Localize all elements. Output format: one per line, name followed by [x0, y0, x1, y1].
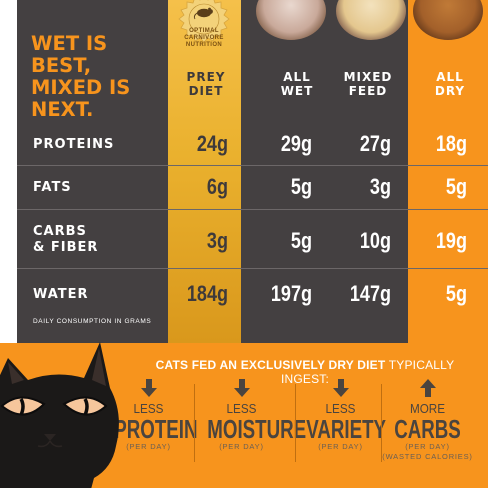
cell-water-mixed: 147g [349, 281, 391, 306]
prey-diet-column-highlight [168, 0, 241, 343]
effect-small-text: LESS [325, 401, 356, 416]
cell-carbs-dry: 19g [435, 228, 467, 253]
cell-fats-wet: 5g [290, 174, 312, 199]
arrow-down-icon [233, 379, 250, 397]
arrow-down-icon [140, 379, 157, 397]
cat-eye-icon [62, 396, 108, 416]
dry-diet-intro: CATS FED AN EXCLUSIVELY DRY DIET TYPICAL… [130, 358, 480, 386]
row-label-line: CARBS [33, 224, 87, 239]
effect-divider [381, 384, 382, 462]
column-header-line: WET [280, 84, 314, 98]
headline-line-1: WET IS [31, 32, 108, 55]
column-header-mixed-feed: MIXED FEED [330, 70, 406, 98]
mouse-icon [193, 7, 213, 20]
black-cat-illustration [0, 342, 119, 488]
cell-proteins-wet: 29g [280, 131, 312, 156]
row-label-line: WATER [33, 287, 89, 302]
effect-divider [194, 384, 195, 462]
effect-less-protein: LESS PROTEIN (PER DAY) [101, 378, 198, 452]
cell-fats-dry: 5g [445, 174, 467, 199]
effect-small-text: LESS [133, 401, 164, 416]
column-header-line: DIET [188, 84, 224, 98]
headline-line-4: NEXT. [31, 98, 94, 121]
intro-bold: CATS FED AN EXCLUSIVELY DRY DIET [155, 358, 386, 372]
column-header-line: MIXED [343, 70, 393, 84]
effect-more-carbs: MORE CARBS (PER DAY) (WASTED CALORIES) [380, 378, 475, 462]
arrow-down-icon [332, 379, 349, 397]
column-header-line: DRY [434, 84, 466, 98]
effect-sub-text: (PER DAY) [405, 442, 450, 451]
row-label-carbs-fiber: CARBS & FIBER [33, 224, 98, 256]
column-header-all-wet: ALL WET [259, 70, 335, 98]
seal-line-1: OPTIMAL [189, 28, 219, 34]
row-label-proteins: PROTEINS [33, 137, 114, 153]
row-label-line: PROTEINS [33, 137, 115, 152]
cell-carbs-mixed: 10g [359, 228, 391, 253]
effect-small-text: LESS [226, 401, 257, 416]
headline-line-3: MIXED IS [31, 76, 131, 99]
footnote: DAILY CONSUMPTION IN GRAMS [33, 318, 152, 325]
column-header-all-dry: ALL DRY [412, 70, 488, 98]
effect-small-text: MORE [409, 401, 446, 416]
row-label-water: WATER [33, 287, 89, 303]
cell-water-dry: 5g [445, 281, 467, 306]
cell-carbs-prey: 3g [206, 228, 228, 253]
arrow-up-icon [419, 379, 436, 397]
effect-less-moisture: LESS MOISTURE (PER DAY) [194, 378, 307, 452]
row-divider [17, 209, 488, 210]
cell-proteins-dry: 18g [435, 131, 467, 156]
effect-sub-text-2: (WASTED CALORIES) [382, 452, 473, 461]
column-header-line: ALL [436, 70, 464, 84]
all-dry-column-background [408, 0, 488, 343]
effect-big-text: MOISTURE [207, 414, 307, 444]
row-divider [17, 268, 488, 269]
seal-label: OPTIMAL CARNIVORE NUTRITION [176, 28, 232, 49]
cell-proteins-prey: 24g [196, 131, 228, 156]
headline-line-2: BEST, [31, 54, 92, 77]
headline: WET IS BEST, MIXED IS NEXT. [31, 33, 171, 121]
cell-water-prey: 184g [186, 281, 228, 306]
seal-line-2: CARNIVORE [184, 35, 224, 41]
row-label-line: & FIBER [33, 240, 99, 255]
row-divider [17, 165, 488, 166]
effect-sub-text: (PER DAY) [126, 442, 171, 451]
effect-divider [295, 384, 296, 462]
effect-big-text: PROTEIN [114, 414, 198, 444]
seal-line-3: NUTRITION [185, 42, 223, 48]
column-header-line: FEED [348, 84, 388, 98]
cell-proteins-mixed: 27g [359, 131, 391, 156]
column-header-prey-diet: PREY DIET [168, 70, 244, 98]
cell-carbs-wet: 5g [290, 228, 312, 253]
effect-sub-text: (PER DAY) [219, 442, 264, 451]
cat-eye-icon [0, 396, 46, 416]
row-label-line: FATS [33, 180, 72, 195]
effect-less-variety: LESS VARIETY (PER DAY) [293, 378, 388, 452]
row-label-fats: FATS [33, 180, 72, 196]
column-header-line: ALL [283, 70, 311, 84]
effect-big-text: VARIETY [306, 414, 387, 444]
cell-fats-mixed: 3g [369, 174, 391, 199]
effect-big-text: CARBS [394, 414, 461, 444]
carnivore-seal-badge [178, 0, 230, 43]
cell-water-wet: 197g [270, 281, 312, 306]
column-header-line: PREY [186, 70, 226, 84]
effect-sub-text: (PER DAY) [318, 442, 363, 451]
intro-rest: TYPICALLY INGEST: [280, 358, 455, 386]
cell-fats-prey: 6g [206, 174, 228, 199]
